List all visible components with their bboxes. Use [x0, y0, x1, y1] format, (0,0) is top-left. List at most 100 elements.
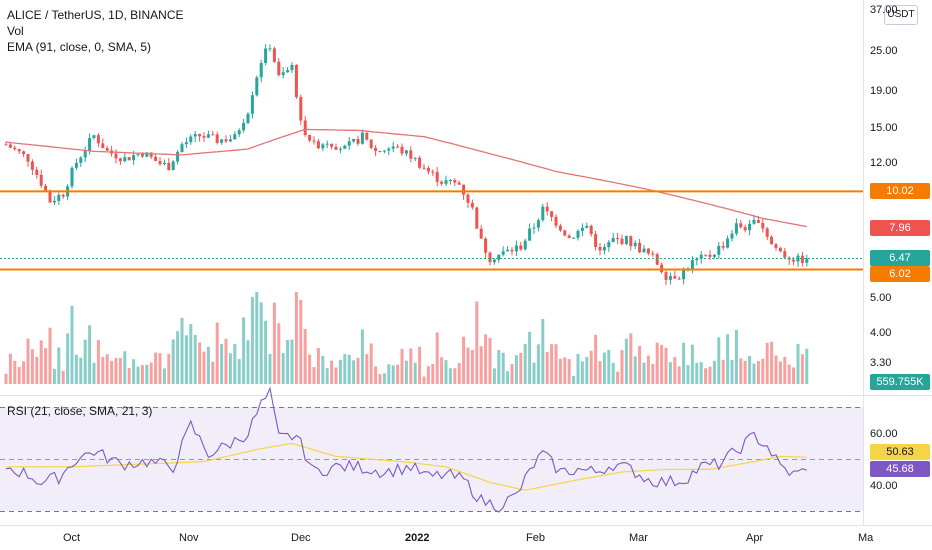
volume-bar	[528, 331, 532, 384]
volume-bar	[365, 354, 369, 384]
candle-body	[739, 223, 743, 228]
candle-body	[554, 216, 558, 226]
volume-bar	[629, 333, 633, 384]
volume-bar	[206, 346, 210, 384]
candle-body	[123, 157, 127, 162]
candle-body	[638, 242, 642, 253]
volume-bar	[224, 338, 228, 384]
candle-body	[413, 157, 417, 159]
volume-bar	[237, 359, 241, 384]
volume-bar	[422, 376, 426, 384]
volume-bar	[563, 357, 567, 384]
candle-body	[13, 147, 17, 150]
volume-bar	[30, 349, 34, 384]
rsi-legend[interactable]: RSI (21, close, SMA, 21, 3)	[7, 404, 153, 418]
candle-body	[550, 211, 554, 217]
candle-body	[589, 225, 593, 235]
candle-body	[580, 227, 584, 231]
volume-bar	[400, 348, 404, 384]
volume-bar	[162, 368, 166, 384]
volume-bar	[660, 344, 664, 384]
price-tag-last: 6.47	[870, 250, 930, 266]
candle-body	[756, 219, 760, 223]
volume-bar	[180, 317, 184, 384]
symbol-legend[interactable]: ALICE / TetherUS, 1D, BINANCE	[7, 8, 184, 22]
candle-body	[167, 162, 171, 171]
volume-bar	[154, 352, 158, 384]
volume-bar	[325, 368, 329, 384]
volume-bar	[404, 360, 408, 384]
volume-bar	[585, 356, 589, 384]
candle-body	[321, 144, 325, 149]
volume-bar	[770, 341, 774, 384]
volume-bar	[567, 359, 571, 384]
candle-body	[536, 220, 540, 228]
candle-body	[330, 143, 334, 147]
candle-body	[154, 156, 158, 161]
volume-bar	[140, 365, 144, 384]
candle-body	[140, 154, 144, 157]
volume-bar	[79, 357, 83, 384]
volume-bar	[611, 362, 615, 384]
volume-bar	[149, 362, 153, 384]
candle-body	[233, 134, 237, 140]
candle-body	[752, 219, 756, 224]
candle-body	[545, 206, 549, 212]
volume-legend[interactable]: Vol	[7, 24, 24, 38]
volume-bar	[66, 333, 70, 384]
volume-bar	[193, 334, 197, 384]
candle-body	[611, 238, 615, 243]
volume-bar	[48, 327, 52, 384]
ema-legend[interactable]: EMA (91, close, 0, SMA, 5)	[7, 40, 152, 54]
candle-body	[440, 181, 444, 184]
volume-bar	[743, 360, 747, 384]
candle-body	[334, 146, 338, 150]
candle-body	[479, 228, 483, 239]
candle-body	[396, 146, 400, 148]
volume-bar	[580, 361, 584, 384]
candle-body	[726, 238, 730, 248]
volume-bar	[492, 368, 496, 384]
candle-body	[44, 185, 48, 192]
rsi-line	[5, 386, 807, 513]
volume-bar	[4, 373, 8, 384]
volume-bar	[506, 371, 510, 384]
candle-body	[360, 132, 364, 144]
candle-body	[303, 120, 307, 135]
candle-body	[677, 278, 681, 280]
candle-body	[730, 233, 734, 239]
volume-bar	[343, 354, 347, 384]
candle-body	[528, 228, 532, 241]
volume-bar	[677, 366, 681, 384]
volume-bar	[708, 366, 712, 384]
candle-body	[523, 240, 527, 250]
candle-body	[391, 146, 395, 149]
volume-bar	[426, 366, 430, 384]
volume-bar	[61, 370, 65, 384]
volume-bar	[396, 364, 400, 384]
volume-bar	[57, 347, 61, 384]
volume-bar	[712, 360, 716, 384]
candle-body	[400, 146, 404, 154]
candle-body	[79, 157, 83, 163]
volume-bar	[101, 357, 105, 384]
candle-body	[180, 144, 184, 152]
candle-body	[17, 149, 21, 152]
volume-bar	[792, 367, 796, 384]
currency-button[interactable]: USDT	[884, 5, 918, 25]
volume-bar	[8, 353, 12, 384]
candle-body	[281, 72, 285, 76]
candle-body	[646, 248, 650, 254]
volume-bar	[167, 353, 171, 384]
candle-body	[409, 150, 413, 159]
volume-bar	[246, 340, 250, 384]
candle-body	[202, 136, 206, 138]
candle-body	[299, 96, 303, 121]
candle-body	[497, 254, 501, 260]
volume-bar	[92, 362, 96, 384]
volume-bar	[532, 362, 536, 384]
candle-body	[374, 147, 378, 152]
candle-body	[237, 130, 241, 135]
volume-bar	[290, 339, 294, 384]
candle-body	[39, 174, 43, 186]
